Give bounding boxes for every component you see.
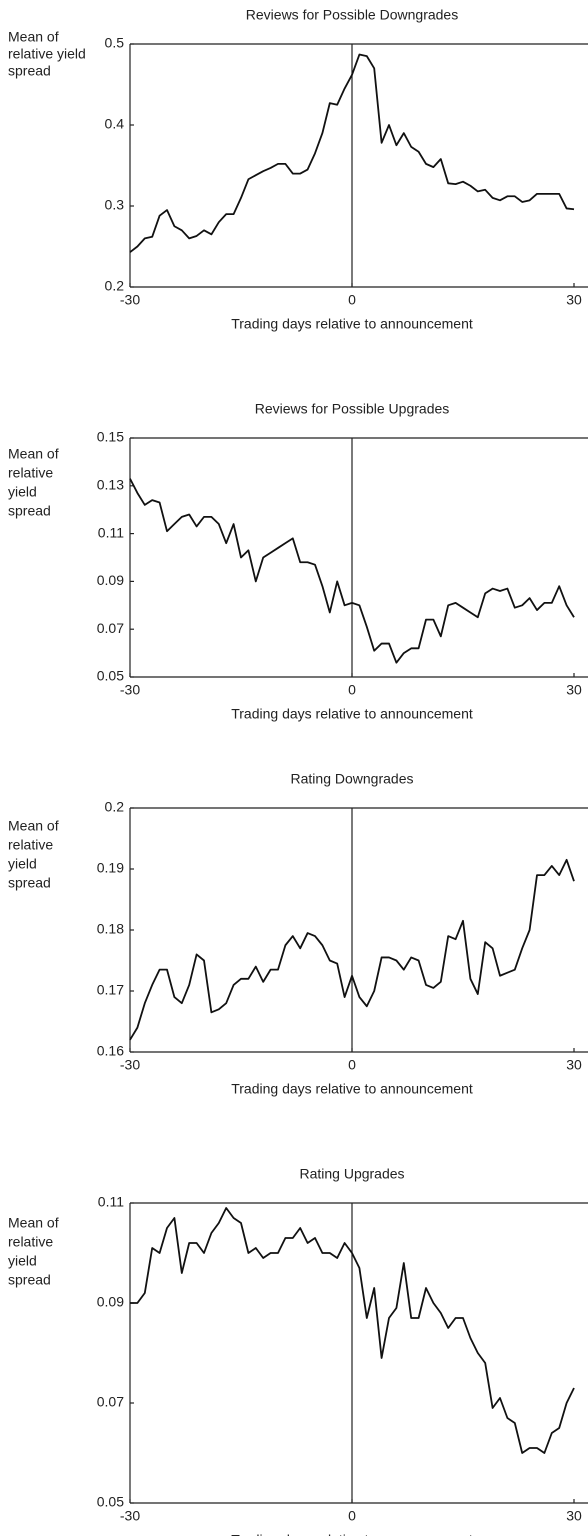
y-tick-label: 0.17: [97, 982, 124, 998]
x-axis-label: Trading days relative to announcement: [231, 1081, 473, 1097]
y-axis-label: spread: [8, 1272, 51, 1288]
x-tick-label: 0: [348, 682, 356, 698]
y-axis-label: spread: [8, 875, 51, 891]
x-tick-label: 30: [566, 292, 582, 308]
y-axis-label: relative: [8, 1234, 53, 1250]
x-tick-label: 0: [348, 292, 356, 308]
x-axis-label: Trading days relative to announcement: [231, 316, 473, 332]
y-axis-label: yield: [8, 856, 37, 872]
y-tick-label: 0.19: [97, 860, 124, 876]
x-tick-label: 0: [348, 1508, 356, 1524]
x-tick-label: -30: [120, 1508, 140, 1524]
y-tick-label: 0.5: [105, 35, 125, 51]
y-tick-label: 0.11: [98, 1194, 124, 1210]
y-tick-label: 0.15: [97, 429, 124, 445]
data-line: [129, 53, 575, 253]
y-tick-label: 0.13: [97, 477, 124, 493]
x-tick-label: -30: [120, 682, 140, 698]
x-axis-label: Trading days relative to announcement: [231, 1532, 473, 1536]
x-tick-label: -30: [120, 1057, 140, 1073]
x-tick-label: -30: [120, 292, 140, 308]
y-tick-label: 0.3: [105, 197, 125, 213]
y-axis-label: Mean of: [8, 29, 59, 45]
y-tick-label: 0.2: [105, 799, 125, 815]
x-tick-label: 30: [566, 1057, 582, 1073]
y-tick-label: 0.09: [97, 1294, 124, 1310]
y-axis-label: Mean of: [8, 1215, 59, 1231]
y-axis-label: yield: [8, 484, 37, 500]
y-tick-label: 0.07: [97, 620, 124, 636]
y-tick-label: 0.18: [97, 921, 124, 937]
y-axis-label: spread: [8, 503, 51, 519]
data-line: [129, 478, 575, 664]
chart-title: Reviews for Possible Upgrades: [255, 401, 450, 417]
data-line: [130, 1207, 575, 1454]
y-tick-label: 0.4: [105, 116, 125, 132]
data-line: [129, 858, 575, 1041]
y-axis-label: relative: [8, 465, 53, 481]
x-tick-label: 30: [566, 682, 582, 698]
y-tick-label: 0.05: [97, 1494, 124, 1510]
y-axis-label: relative yield: [8, 46, 86, 62]
x-axis-label: Trading days relative to announcement: [231, 706, 473, 722]
chart-title: Rating Upgrades: [299, 1166, 404, 1182]
y-tick-label: 0.09: [97, 572, 124, 588]
y-axis-label: yield: [8, 1253, 37, 1269]
y-axis-label: Mean of: [8, 818, 59, 834]
chart-title: Rating Downgrades: [291, 771, 414, 787]
chart-title: Reviews for Possible Downgrades: [246, 7, 458, 23]
x-tick-label: 0: [348, 1057, 356, 1073]
y-tick-label: 0.2: [105, 278, 125, 294]
y-tick-label: 0.11: [98, 524, 124, 540]
y-axis-label: relative: [8, 837, 53, 853]
y-tick-label: 0.16: [97, 1043, 124, 1059]
y-tick-label: 0.05: [97, 668, 124, 684]
y-axis-label: Mean of: [8, 446, 59, 462]
x-tick-label: 30: [566, 1508, 582, 1524]
y-axis-label: spread: [8, 63, 51, 79]
y-tick-label: 0.07: [97, 1394, 124, 1410]
